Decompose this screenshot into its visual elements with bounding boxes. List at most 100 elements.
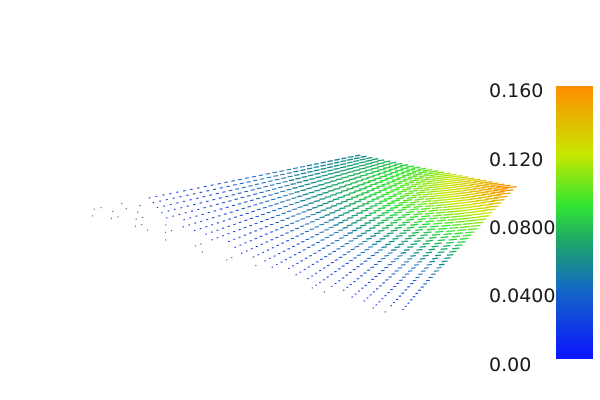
vector-glyph [488, 202, 502, 205]
vector-glyph [392, 237, 399, 240]
vector-glyph [340, 160, 347, 163]
vector-glyph [303, 204, 309, 207]
vector-glyph [330, 242, 335, 244]
vector-glyph [286, 188, 292, 191]
vector-glyph [294, 201, 300, 204]
vector-glyph [295, 227, 300, 230]
vector-glyph [317, 204, 323, 207]
vector-glyph [424, 204, 435, 208]
vector-glyph [475, 191, 489, 194]
vector-glyph [437, 189, 449, 193]
vector-glyph [451, 174, 463, 178]
vector-glyph [354, 200, 362, 203]
vector-glyph [271, 188, 277, 190]
vector-glyph [320, 187, 327, 190]
vector-glyph [443, 244, 451, 247]
vector-glyph [401, 213, 411, 216]
vector-glyph [400, 252, 407, 254]
vector-glyph [409, 215, 419, 219]
vector-glyph [437, 239, 446, 242]
vector-glyph [460, 206, 472, 209]
vector-glyph [314, 218, 320, 221]
vector-glyph [434, 242, 442, 245]
vector-glyph [359, 187, 367, 190]
vector-glyph [461, 214, 472, 217]
vector-glyph [377, 207, 386, 210]
vector-glyph [430, 225, 439, 228]
vector-glyph [357, 204, 365, 208]
vector-glyph [394, 246, 401, 249]
vector-glyph [350, 248, 355, 251]
vector-glyph [356, 234, 363, 237]
vector-glyph [409, 208, 419, 211]
vector-glyph [383, 160, 391, 163]
vector-glyph [421, 215, 431, 218]
vector-glyph [310, 236, 315, 238]
vector-glyph [435, 203, 447, 207]
vector-glyph [393, 182, 403, 185]
vector-glyph [244, 177, 249, 179]
vector-glyph [291, 197, 297, 199]
vector-glyph [475, 218, 487, 221]
vector-glyph [452, 247, 460, 250]
vector-glyph [419, 188, 431, 192]
vector-glyph [351, 221, 358, 224]
vector-glyph [411, 231, 420, 234]
vector-glyph [268, 194, 273, 196]
vector-glyph [285, 224, 290, 227]
vector-glyph [300, 218, 306, 220]
vector-glyph [286, 172, 292, 174]
vector-glyph [330, 193, 337, 197]
vector-glyph [381, 246, 387, 249]
vector-glyph [483, 208, 496, 212]
vector-glyph [351, 229, 358, 232]
vector-glyph [410, 254, 416, 257]
vector-glyph [415, 228, 423, 232]
vector-glyph [446, 253, 454, 256]
vector-glyph [340, 200, 348, 203]
vector-glyph [320, 170, 327, 174]
vector-glyph [351, 214, 359, 217]
vector-glyph [418, 195, 429, 199]
vector-glyph [346, 198, 354, 201]
vector-glyph [416, 248, 423, 251]
vector-glyph [295, 177, 301, 180]
vector-glyph [248, 185, 253, 187]
vector-glyph [432, 214, 442, 217]
vector-glyph [439, 172, 451, 176]
vector-glyph [450, 215, 461, 218]
vector-glyph [401, 240, 408, 243]
vector-glyph [265, 200, 270, 202]
vector-glyph [361, 177, 369, 181]
vector-glyph [417, 184, 428, 188]
vector-glyph [373, 224, 380, 227]
vector-glyph [320, 161, 327, 164]
vector-glyph [288, 193, 294, 195]
vector-glyph [413, 187, 424, 190]
vector-glyph [411, 193, 422, 197]
vector-glyph [429, 173, 440, 177]
vector-glyph [400, 167, 409, 170]
vector-glyph [362, 240, 368, 243]
vector-glyph [378, 175, 387, 178]
vector-glyph [263, 185, 268, 188]
vector-glyph [373, 191, 382, 194]
vector-glyph [355, 227, 362, 230]
vector-glyph [417, 167, 427, 171]
vector-glyph [312, 185, 319, 188]
vector-glyph [394, 204, 403, 207]
vector-glyph [290, 182, 296, 186]
vector-glyph [360, 174, 368, 177]
vector-glyph [470, 224, 481, 228]
vector-glyph [417, 171, 428, 174]
vector-glyph [443, 213, 454, 216]
vector-glyph [432, 257, 439, 260]
vector-glyph [333, 231, 339, 234]
vector-glyph [438, 263, 445, 266]
vector-glyph [306, 208, 312, 211]
vector-glyph [373, 177, 382, 180]
vector-glyph [275, 221, 280, 224]
vector-glyph [304, 183, 311, 186]
vector-glyph [237, 192, 242, 194]
